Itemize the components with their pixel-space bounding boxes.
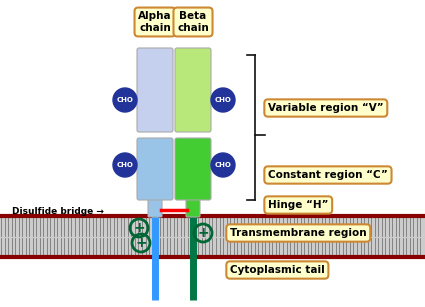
Text: +: + xyxy=(133,221,145,235)
Text: +: + xyxy=(197,226,209,240)
Circle shape xyxy=(211,88,235,112)
Circle shape xyxy=(113,153,137,177)
Text: Alpha
chain: Alpha chain xyxy=(138,11,172,33)
Text: CHO: CHO xyxy=(215,162,232,168)
FancyBboxPatch shape xyxy=(175,138,211,200)
FancyBboxPatch shape xyxy=(148,197,162,217)
Circle shape xyxy=(113,88,137,112)
Text: Variable region “V”: Variable region “V” xyxy=(268,103,384,113)
Circle shape xyxy=(211,153,235,177)
Text: Cytoplasmic tail: Cytoplasmic tail xyxy=(230,265,325,275)
Bar xyxy=(0,216,425,257)
Text: CHO: CHO xyxy=(116,97,133,103)
FancyBboxPatch shape xyxy=(175,48,211,132)
FancyBboxPatch shape xyxy=(137,48,173,132)
FancyBboxPatch shape xyxy=(186,197,200,217)
Text: Disulfide bridge →: Disulfide bridge → xyxy=(12,208,104,216)
Text: Constant region “C”: Constant region “C” xyxy=(268,170,388,180)
Text: Beta
chain: Beta chain xyxy=(177,11,209,33)
Text: Transmembrane region: Transmembrane region xyxy=(230,228,367,238)
Text: +: + xyxy=(135,236,147,250)
Text: CHO: CHO xyxy=(215,97,232,103)
Text: CHO: CHO xyxy=(116,162,133,168)
FancyBboxPatch shape xyxy=(137,138,173,200)
Text: Hinge “H”: Hinge “H” xyxy=(268,200,329,210)
